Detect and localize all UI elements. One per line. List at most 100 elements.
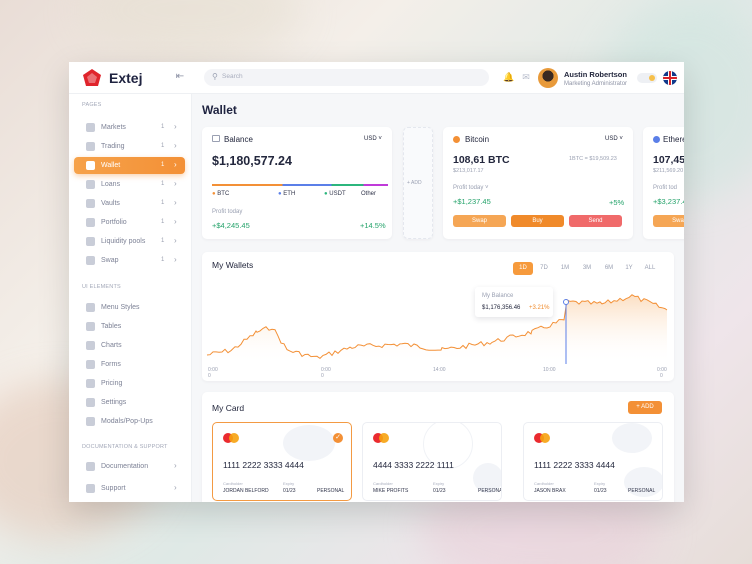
liquidity-pools-icon [86,237,95,246]
sidebar-item-markets[interactable]: Markets 1 › [74,119,185,136]
sidebar-item-forms[interactable]: Forms [74,356,185,373]
sidebar-item-support[interactable]: Support › [74,480,185,497]
bitcoin-card: Bitcoin USD ˅ 108,61 BTC $213,017.17 1BT… [443,127,633,239]
cardholder-name: JASON BRAX [534,488,566,494]
sidebar-item-label: Support [101,485,126,492]
extej-logo-icon [83,69,101,86]
sidebar-item-label: Tables [101,323,122,330]
sidebar-item-count: 1 [161,219,165,225]
sidebar-item-vaults[interactable]: Vaults 1 › [74,195,185,212]
sidebar-item-label: Trading [101,143,125,150]
theme-toggle[interactable] [637,73,657,83]
search-input[interactable]: ⚲ Search [204,69,489,86]
x-tick-sub: 0 [660,373,663,379]
chart-line [206,294,668,360]
user-role: Marketing Administrator [564,81,628,87]
sidebar-item-count: 1 [161,238,165,244]
ethereum-name: Ethere [663,135,684,144]
x-tick-sub: 0 [321,373,324,379]
x-tick: 14:00 [433,367,446,373]
sidebar: PAGES Markets 1 › Trading 1 › Wallet 1 ›… [69,94,192,502]
add-wallet-button[interactable]: + ADD [403,127,433,239]
sidebar-item-portfolio[interactable]: Portfolio 1 › [74,214,185,231]
search-icon: ⚲ [212,72,218,81]
sidebar-item-documentation[interactable]: Documentation › [74,458,185,475]
sidebar-item-label: Portfolio [101,219,127,226]
profit-label: Profit today ˅ [453,185,489,191]
tooltip-percent: +3.21% [529,305,550,311]
sidebar-item-settings[interactable]: Settings [74,394,185,411]
collapse-sidebar-icon[interactable]: ⇤ [175,71,185,82]
profit-label: Profit today [212,209,243,215]
mastercard-icon [534,433,550,443]
range-1d[interactable]: 1D [513,262,533,275]
expiry-value: 01/23 [283,488,296,494]
credit-card-2[interactable]: 4444 3333 2222 1111 Cardholder MIKE PROF… [362,422,502,501]
mastercard-icon [373,433,389,443]
sidebar-item-menu-styles[interactable]: Menu Styles [74,299,185,316]
sidebar-item-wallet[interactable]: Wallet 1 › [74,157,185,174]
sidebar-item-label: Liquidity pools [101,238,146,245]
currency-select[interactable]: USD ˅ [364,136,382,142]
card-type: PERSONAL [317,488,345,494]
page-title: Wallet [202,103,237,117]
buy-button[interactable]: Buy [511,215,564,227]
sidebar-item-tables[interactable]: Tables [74,318,185,335]
documentation-icon [86,462,95,471]
app-window: Extej ⇤ ⚲ Search 🔔 ✉ Austin Robertson Ma… [69,62,684,502]
my-wallets-card: My Wallets 1D 7D 1M 3M 6M 1Y ALL My Bala… [202,252,674,381]
range-3m[interactable]: 3M [582,265,592,271]
sidebar-item-trading[interactable]: Trading 1 › [74,138,185,155]
send-button[interactable]: Send [569,215,622,227]
sidebar-item-liquidity-pools[interactable]: Liquidity pools 1 › [74,233,185,250]
bell-icon[interactable]: 🔔 [503,72,515,82]
x-tick-sub: 0 [208,373,211,379]
uk-flag-icon[interactable] [663,71,677,85]
sidebar-item-modals[interactable]: Modals/Pop-Ups [74,413,185,430]
tooltip-value: $1,176,356.46 [482,305,521,311]
swap-button[interactable]: Swa [653,215,684,227]
add-card-button[interactable]: + ADD [628,401,662,414]
my-card-title: My Card [212,403,245,413]
bitcoin-icon [453,136,460,143]
modals-icon [86,417,95,426]
range-1y[interactable]: 1Y [625,265,633,271]
mail-icon[interactable]: ✉ [522,72,530,82]
support-icon [86,484,95,493]
range-6m[interactable]: 6M [604,265,614,271]
chevron-right-icon: › [174,255,177,264]
trading-icon [86,142,95,151]
cardholder-label: Cardholder [534,481,554,486]
profit-label: Profit tod [653,185,678,191]
section-docs: DOCUMENTATION & SUPPORT [82,444,168,450]
sidebar-item-loans[interactable]: Loans 1 › [74,176,185,193]
credit-card-3[interactable]: 1111 2222 3333 4444 Cardholder JASON BRA… [523,422,663,501]
section-ui-elements: UI ELEMENTS [82,284,121,290]
legend-other: Other [361,191,377,197]
sidebar-item-charts[interactable]: Charts [74,337,185,354]
balance-line-chart[interactable] [202,252,674,381]
card-type: PERSONAL [628,488,656,494]
range-7d[interactable]: 7D [540,265,548,271]
chevron-right-icon: › [174,236,177,245]
range-all[interactable]: ALL [644,265,656,271]
credit-card-1[interactable]: ✓ 1111 2222 3333 4444 Cardholder JORDAN … [212,422,352,501]
avatar[interactable] [538,68,558,88]
ethereum-icon [653,136,660,143]
chart-cursor-point [563,299,569,305]
chart-area [207,294,667,364]
markets-icon [86,123,95,132]
sidebar-item-pricing[interactable]: Pricing [74,375,185,392]
tables-icon [86,322,95,331]
currency-select[interactable]: USD ˅ [605,136,623,142]
swap-button[interactable]: Swap [453,215,506,227]
profit-percent: +5% [609,198,625,207]
chevron-right-icon: › [174,122,177,131]
sidebar-item-swap[interactable]: Swap 1 › [74,252,185,269]
sidebar-item-label: Loans [101,181,121,188]
user-name[interactable]: Austin Robertson [564,70,627,79]
range-1m[interactable]: 1M [560,265,570,271]
card-number: 1111 2222 3333 4444 [534,460,615,470]
currency-value: USD [605,136,618,142]
sidebar-item-label: Pricing [101,380,123,387]
